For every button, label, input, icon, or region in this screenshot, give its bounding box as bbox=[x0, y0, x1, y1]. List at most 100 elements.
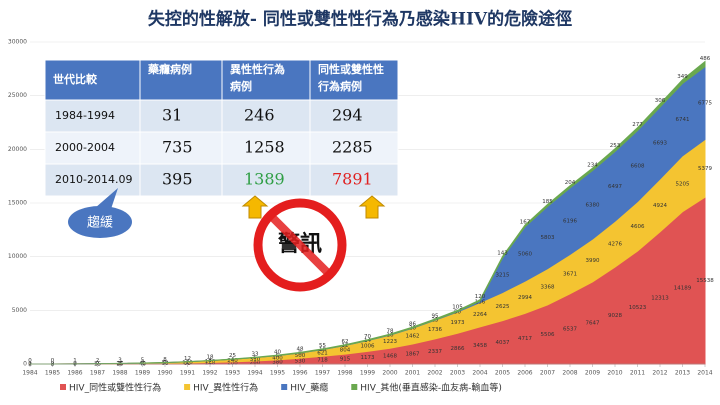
data-label: 120 bbox=[475, 294, 486, 300]
cell bbox=[139, 99, 223, 133]
data-label: 1 bbox=[28, 361, 32, 367]
data-label: 8 bbox=[163, 357, 167, 363]
data-label: 2 bbox=[51, 361, 55, 367]
arrow bbox=[358, 195, 386, 219]
data-label: 486 bbox=[700, 56, 711, 62]
data-label: 7 bbox=[73, 361, 77, 367]
y-tick-label: 25000 bbox=[8, 92, 27, 99]
data-label: 1 bbox=[141, 361, 145, 367]
x-tick-label: 2000 bbox=[382, 370, 397, 377]
arrow bbox=[241, 195, 269, 219]
cell-text: 31 bbox=[162, 106, 182, 125]
data-label: 4037 bbox=[496, 340, 510, 346]
data-label: 6380 bbox=[586, 202, 600, 208]
cell-text: 2000-2004 bbox=[55, 141, 115, 154]
data-label: 2337 bbox=[428, 349, 442, 355]
data-label: 5060 bbox=[518, 252, 532, 258]
data-label: 15538 bbox=[696, 278, 714, 284]
header-text: 異性性行為病例 bbox=[230, 62, 285, 93]
data-label: 86 bbox=[409, 321, 416, 327]
data-label: 48 bbox=[297, 347, 304, 353]
x-tick-label: 2012 bbox=[652, 370, 667, 377]
x-tick-label: 2008 bbox=[562, 370, 577, 377]
data-label: 1973 bbox=[451, 320, 465, 326]
x-tick-label: 2014 bbox=[697, 370, 712, 377]
callout-text: 趨緩 bbox=[87, 216, 113, 231]
data-label: 25 bbox=[117, 361, 124, 367]
data-label: 4717 bbox=[518, 336, 532, 342]
data-label: 277 bbox=[632, 122, 643, 128]
data-label: 3458 bbox=[473, 343, 487, 349]
x-tick-label: 1997 bbox=[315, 370, 330, 377]
x-tick-label: 1996 bbox=[292, 370, 307, 377]
legend-label: HIV_同性或雙性性行為 bbox=[69, 382, 161, 394]
x-tick-label: 1988 bbox=[112, 370, 127, 377]
cell-text: 1389 bbox=[244, 170, 285, 189]
data-label: 5379 bbox=[698, 166, 712, 172]
cell-text: 395 bbox=[162, 170, 193, 189]
data-label: 2 bbox=[186, 359, 190, 365]
comparison-table: 世代比較 藥癮病例 異性性行為病例 同性或雙性性行為病例 1984-1994 31 246 2… bbox=[44, 59, 399, 197]
data-label: 3 bbox=[118, 358, 122, 364]
x-tick-label: 1992 bbox=[202, 370, 217, 377]
x-tick-label: 2011 bbox=[630, 370, 645, 377]
area bbox=[29, 60, 706, 365]
data-label: 25 bbox=[432, 318, 439, 324]
data-label: 6608 bbox=[631, 164, 645, 170]
data-label: 3990 bbox=[586, 258, 600, 264]
legend-swatch bbox=[60, 384, 66, 390]
data-label: 2 bbox=[28, 361, 32, 367]
x-tick-label: 2005 bbox=[495, 370, 510, 377]
data-label: 16 bbox=[387, 333, 394, 339]
data-label: 5803 bbox=[541, 235, 555, 241]
data-label: 105 bbox=[452, 305, 463, 311]
legend-swatch bbox=[351, 384, 358, 390]
x-tick-label: 2007 bbox=[540, 370, 555, 377]
data-label: 12313 bbox=[651, 295, 669, 301]
data-label: 5506 bbox=[541, 332, 555, 338]
no-slash bbox=[268, 213, 332, 277]
data-label: 0 bbox=[51, 358, 55, 364]
legend-label: HIV_異性性行為 bbox=[193, 382, 258, 394]
data-label: 204 bbox=[565, 180, 576, 186]
cell bbox=[309, 99, 399, 133]
legend-swatch bbox=[184, 384, 191, 390]
data-label: 33 bbox=[252, 352, 259, 358]
data-label: 621 bbox=[317, 350, 328, 356]
cell bbox=[44, 131, 141, 165]
data-label: 20 bbox=[409, 326, 416, 332]
cell bbox=[221, 99, 311, 133]
data-label: 3368 bbox=[541, 284, 555, 290]
data-label: 4276 bbox=[608, 242, 622, 248]
header-text: 藥癮病例 bbox=[147, 62, 192, 76]
data-label: 0 bbox=[73, 361, 77, 367]
x-tick-label: 1990 bbox=[157, 370, 172, 377]
data-label: 240 bbox=[227, 358, 238, 364]
data-label: 5 bbox=[253, 355, 257, 361]
x-tick-label: 2004 bbox=[472, 370, 487, 377]
data-label: 915 bbox=[340, 357, 351, 363]
cell-text: 7891 bbox=[332, 170, 373, 189]
data-label: 12 bbox=[342, 343, 349, 349]
data-label: 15 bbox=[94, 361, 101, 367]
x-tick-label: 2013 bbox=[675, 370, 690, 377]
data-label: 6 bbox=[276, 353, 280, 359]
header-line: 行為病例 bbox=[317, 79, 362, 93]
data-label: 1468 bbox=[383, 354, 397, 360]
callout bbox=[68, 206, 132, 238]
data-label: 234 bbox=[587, 162, 598, 168]
x-tick-label: 2006 bbox=[517, 370, 532, 377]
data-label: 95 bbox=[432, 313, 439, 319]
data-label: 718 bbox=[317, 358, 328, 364]
header-cell bbox=[44, 59, 141, 101]
x-tick-label: 2001 bbox=[405, 370, 420, 377]
data-label: 6537 bbox=[563, 326, 577, 332]
data-label: 1462 bbox=[406, 334, 420, 340]
cell-text: 2285 bbox=[332, 138, 373, 157]
data-label: 0 bbox=[51, 361, 55, 367]
data-label: 2994 bbox=[518, 295, 532, 301]
x-tick-label: 1993 bbox=[225, 370, 240, 377]
data-label: 1223 bbox=[383, 339, 397, 345]
x-tick-label: 1998 bbox=[337, 370, 352, 377]
data-label: 2 bbox=[163, 360, 167, 366]
